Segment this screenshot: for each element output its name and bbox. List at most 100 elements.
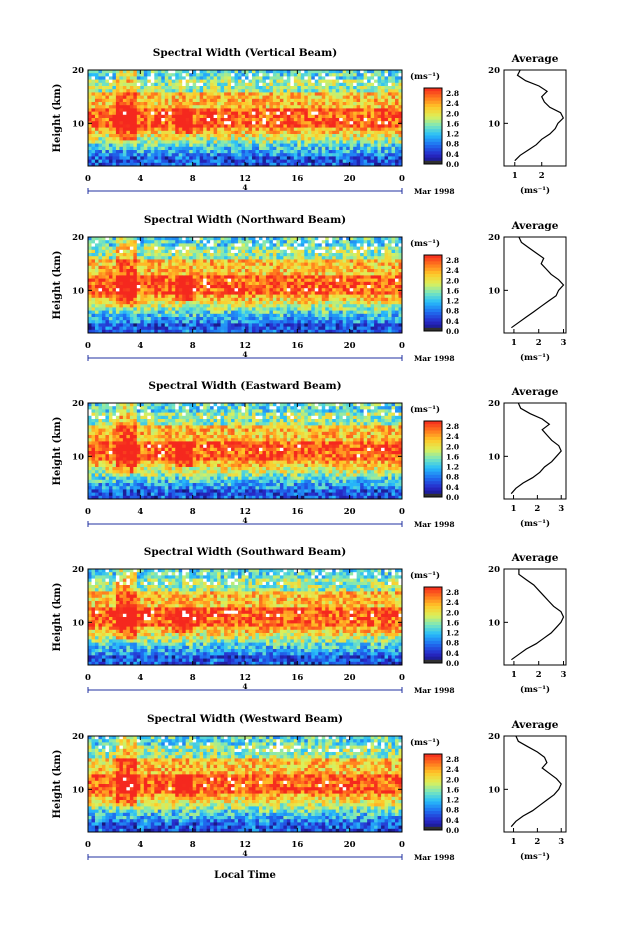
heatmap-cell (290, 243, 295, 247)
heatmap-cell (175, 137, 180, 141)
heatmap-cell (231, 285, 235, 289)
colorbar-segment (424, 97, 442, 102)
heatmap-cell (126, 127, 131, 132)
heatmap-cell (88, 243, 92, 247)
heatmap-cell (185, 259, 190, 263)
heatmap-cell (346, 307, 351, 311)
heatmap-cell (220, 70, 225, 74)
heatmap-cell (227, 301, 232, 305)
heatmap-cell (311, 70, 316, 74)
heatmap-cell (391, 105, 396, 109)
heatmap-cell (98, 137, 103, 141)
heatmap-cell (234, 137, 239, 141)
heatmap-cell (119, 105, 124, 109)
heatmap-cell (283, 98, 288, 103)
heatmap-cell (164, 76, 169, 80)
heatmap-cell (98, 130, 103, 135)
heatmap-cell (279, 79, 284, 84)
heatmap-cell (101, 256, 106, 260)
heatmap-cell (108, 281, 113, 286)
heatmap-cell (269, 95, 274, 100)
heatmap-cell (234, 102, 239, 106)
heatmap-cell (98, 307, 103, 311)
heatmap-cell (251, 124, 256, 128)
heatmap-cell (356, 105, 361, 109)
heatmap-cell (395, 108, 399, 112)
heatmap-cell (370, 259, 375, 263)
heatmap-cell (210, 114, 214, 119)
heatmap-cell (328, 111, 333, 116)
heatmap-cell (356, 162, 361, 167)
heatmap-cell (339, 134, 344, 138)
heatmap-cell (321, 108, 326, 112)
heatmap-cell (168, 76, 173, 80)
heatmap-cell (241, 301, 246, 305)
heatmap-cell (206, 272, 211, 276)
heatmap-cell (374, 140, 378, 144)
heatmap-cell (91, 82, 96, 87)
heatmap-cell (199, 124, 204, 128)
heatmap-cell (122, 108, 127, 112)
heatmap-cell (374, 73, 378, 77)
heatmap-cell (94, 259, 99, 263)
heatmap-cell (238, 275, 242, 279)
heatmap-cell (241, 102, 246, 106)
heatmap-cell (321, 146, 326, 151)
heatmap-cell (311, 288, 316, 292)
heatmap-cell (213, 95, 218, 100)
heatmap-cell (279, 156, 284, 160)
heatmap-cell (314, 114, 319, 119)
heatmap-cell (133, 304, 138, 308)
heatmap-cell (98, 105, 103, 109)
heatmap-cell (147, 253, 152, 257)
heatmap-cell (388, 134, 392, 138)
heatmap-cell (192, 256, 197, 260)
heatmap-cell (262, 143, 267, 148)
heatmap-cell (108, 76, 113, 80)
heatmap-cell (339, 310, 344, 315)
heatmap-cell (105, 98, 110, 103)
heatmap-cell (328, 82, 333, 87)
x-tick-label: 0 (399, 174, 405, 184)
heatmap-cell (377, 297, 382, 302)
heatmap-cell (258, 111, 263, 116)
heatmap-cell (101, 92, 106, 96)
colorbar-tick-label: 0.0 (446, 160, 459, 169)
heatmap-cell (203, 143, 208, 148)
heatmap-cell (245, 89, 249, 93)
heatmap-cell (150, 269, 155, 273)
heatmap-cell (283, 86, 288, 90)
heatmap-cell (168, 102, 173, 106)
heatmap-cell (321, 143, 326, 148)
heatmap-cell (154, 73, 159, 77)
heatmap-cell (175, 92, 180, 96)
heatmap-cell (293, 143, 298, 148)
heatmap-cell (88, 259, 92, 263)
heatmap-cell (384, 285, 389, 289)
heatmap-cell (206, 70, 211, 74)
heatmap-cell (213, 297, 218, 302)
heatmap-cell (91, 124, 96, 128)
heatmap-cell (279, 134, 284, 138)
heatmap-cell (251, 146, 256, 151)
heatmap-cell (304, 79, 309, 84)
heatmap-cell (377, 92, 382, 96)
heatmap-cell (122, 262, 127, 267)
heatmap-cell (178, 111, 183, 116)
heatmap-cell (94, 246, 99, 251)
heatmap-cell (91, 121, 96, 125)
heatmap-cell (353, 73, 358, 77)
heatmap-cell (182, 146, 187, 151)
heatmap-cell (189, 285, 194, 289)
heatmap-cell (157, 256, 162, 260)
heatmap-cell (115, 262, 120, 267)
heatmap-cell (283, 124, 288, 128)
heatmap-cell (311, 285, 316, 289)
heatmap-cell (234, 140, 239, 144)
heatmap-cell (213, 86, 218, 90)
heatmap-cell (300, 162, 305, 167)
heatmap-cell (238, 294, 242, 299)
heatmap-cell (384, 301, 389, 305)
heatmap-cell (335, 118, 340, 122)
heatmap-cell (318, 73, 323, 77)
